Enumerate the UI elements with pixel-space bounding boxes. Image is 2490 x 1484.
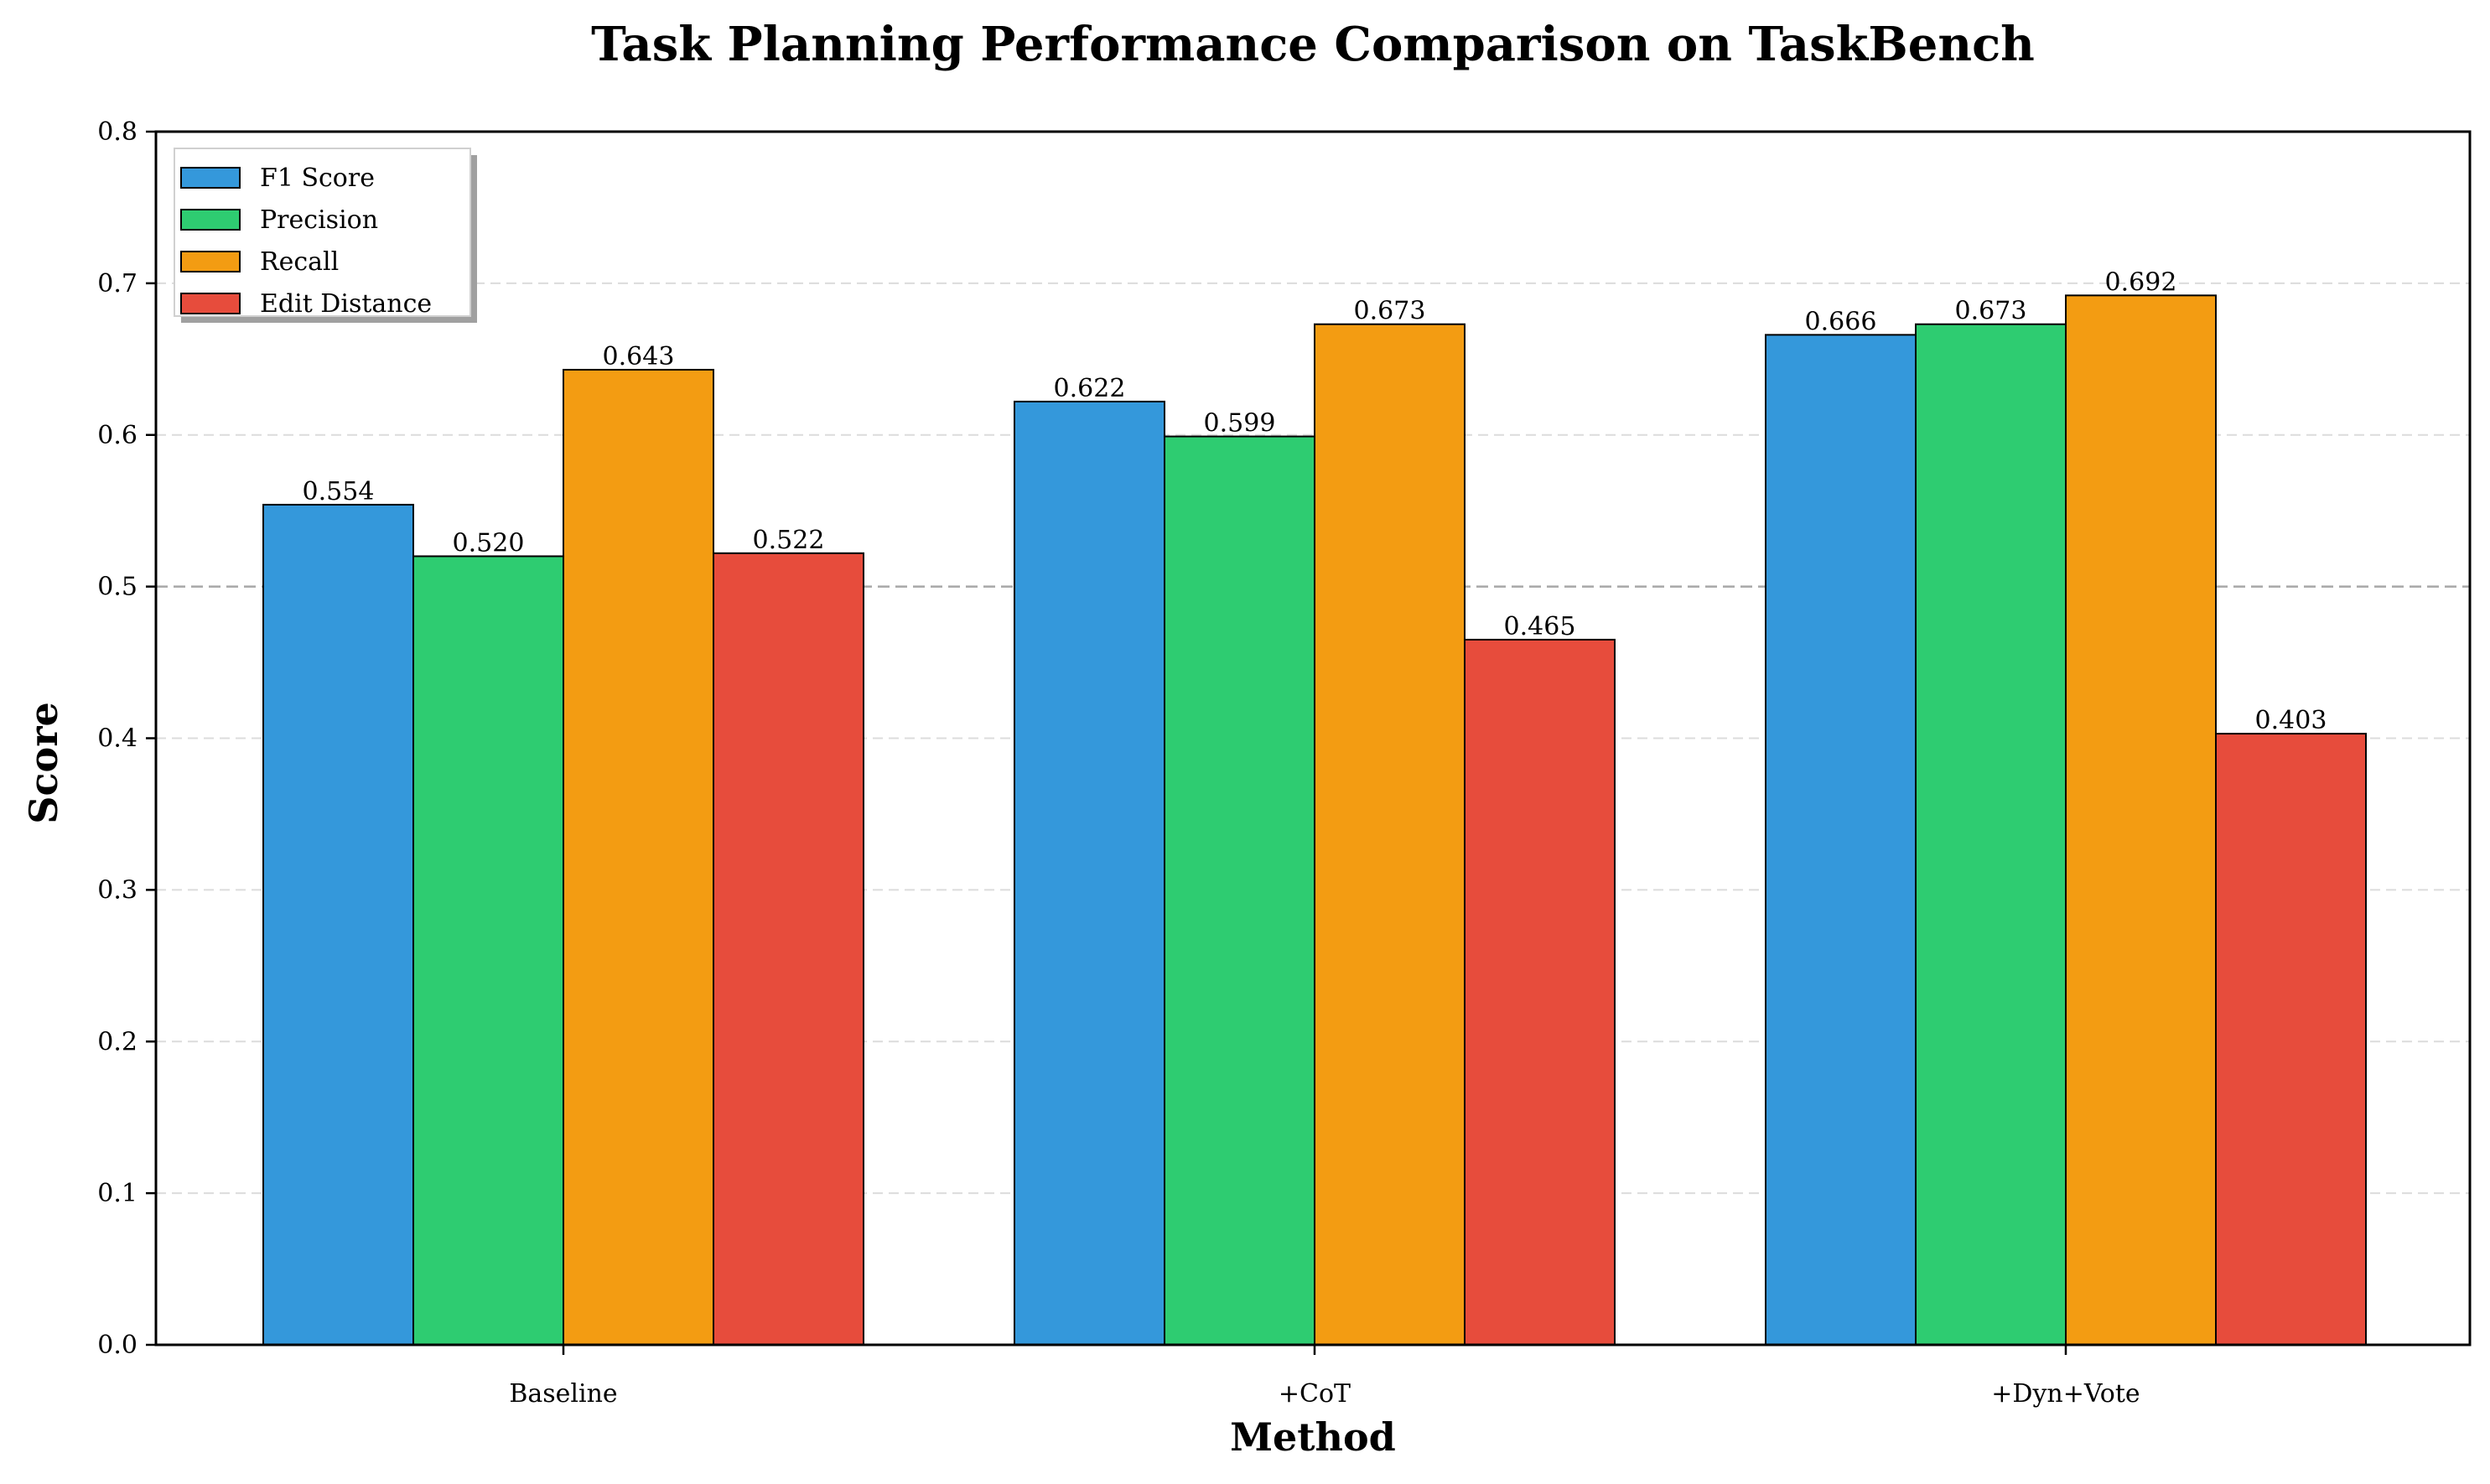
y-axis-ticks: 0.0 0.1 0.2 0.3 0.4 0.5 0.6 0.7 0.8 — [97, 117, 156, 1360]
bar-value-label: 0.622 — [1054, 374, 1126, 403]
x-axis-label: Method — [1230, 1414, 1396, 1460]
bar-value-label: 0.643 — [603, 342, 675, 371]
bar-value-label: 0.522 — [753, 526, 825, 555]
legend: F1 Score Precision Recall Edit Distance — [174, 148, 477, 323]
y-axis-label: Score — [21, 702, 66, 823]
bar — [1464, 638, 1616, 1346]
y-tick-label: 0.2 — [97, 1027, 137, 1056]
bar-value-label: 0.403 — [2255, 706, 2327, 735]
y-tick-label: 0.0 — [97, 1331, 137, 1360]
bar-value-label: 0.554 — [303, 477, 375, 506]
bar — [1915, 323, 2067, 1346]
bar-value-label: 0.520 — [453, 528, 525, 558]
bar — [262, 503, 414, 1346]
legend-label: Precision — [260, 205, 378, 235]
bar — [2215, 733, 2367, 1346]
x-tick-label: +CoT — [1279, 1379, 1351, 1409]
legend-label: F1 Score — [260, 163, 375, 193]
legend-swatch — [180, 209, 241, 231]
legend-label: Edit Distance — [260, 289, 432, 319]
y-tick-label: 0.6 — [97, 421, 137, 450]
bar-value-label: 0.465 — [1504, 612, 1576, 641]
bar — [1014, 400, 1165, 1346]
bar-value-labels: 0.554 0.520 0.643 0.522 0.622 0.599 0.673 0.465… — [303, 267, 2327, 735]
x-tick-label: Baseline — [509, 1379, 617, 1409]
legend-swatch — [180, 251, 241, 272]
chart-title: Task Planning Performance Comparison on … — [591, 17, 2035, 72]
bar-value-label: 0.666 — [1805, 307, 1877, 336]
bar — [1314, 323, 1465, 1346]
y-tick-label: 0.8 — [97, 117, 137, 147]
legend-label: Recall — [260, 247, 339, 277]
legend-swatch — [180, 167, 241, 189]
y-tick-label: 0.3 — [97, 875, 137, 905]
y-tick-label: 0.7 — [97, 269, 137, 298]
legend-swatch — [180, 293, 241, 314]
y-tick-label: 0.1 — [97, 1179, 137, 1208]
y-tick-label: 0.5 — [97, 573, 137, 602]
bar-value-label: 0.673 — [1354, 297, 1426, 326]
x-tick-label: +Dyn+Vote — [1991, 1379, 2140, 1409]
x-axis-ticks: Baseline +CoT +Dyn+Vote — [509, 1345, 2140, 1409]
bar-value-label: 0.692 — [2105, 267, 2177, 297]
bar — [1765, 334, 1917, 1346]
bar-value-label: 0.673 — [1955, 297, 2027, 326]
bar — [713, 552, 864, 1346]
bar-value-label: 0.599 — [1204, 409, 1276, 438]
bar — [2065, 294, 2217, 1346]
bar — [412, 555, 564, 1346]
bar — [563, 368, 714, 1346]
bar — [1164, 435, 1315, 1346]
y-tick-label: 0.4 — [97, 724, 137, 754]
bars — [262, 294, 2367, 1346]
